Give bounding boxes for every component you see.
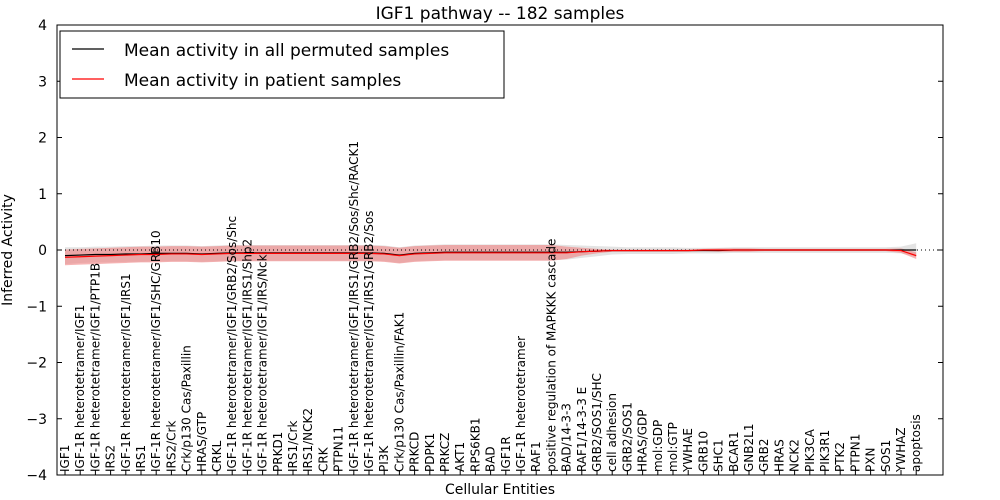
x-tick-label: HRAS/GDP xyxy=(636,409,650,472)
x-tick-label: IGF-1R heterotetramer/IGF1/IRS1/GRB2/Sos… xyxy=(347,141,361,472)
x-tick-label: HRAS xyxy=(772,439,786,472)
x-tick-label: PI3K xyxy=(377,445,391,472)
y-tick-label: 3 xyxy=(38,74,47,90)
x-tick-label: IGF-1R heterotetramer xyxy=(514,336,528,472)
x-tick-label: SHC1 xyxy=(712,439,726,472)
x-tick-label: RAF1 xyxy=(529,441,543,472)
x-tick-label: GRB10 xyxy=(696,431,710,472)
x-tick-label: cell adhesion xyxy=(605,393,619,472)
legend-label: Mean activity in patient samples xyxy=(124,71,401,91)
x-tick-label: IGF-1R heterotetramer/IGF1/GRB2/Sos/Shc xyxy=(225,216,239,472)
x-tick-label: HRAS/GTP xyxy=(195,412,209,472)
x-tick-label: SOS1 xyxy=(879,440,893,472)
x-tick-label: IRS2 xyxy=(104,445,118,472)
series-lines xyxy=(64,249,917,258)
x-tick-label: GRB2/SOS1/SHC xyxy=(590,373,604,472)
x-tick-label: Crk/p130 Cas/Paxillin xyxy=(180,345,194,472)
x-tick-label: IGF-1R heterotetramer/IGF1/SHC/GRB10 xyxy=(149,230,163,472)
x-axis-label: Cellular Entities xyxy=(445,482,555,498)
x-tick-label: IGF-1R heterotetramer/IGF1/IRS1/Shp2 xyxy=(240,239,254,472)
x-tick-label: PXN xyxy=(864,448,878,472)
x-tick-label: BAD/14-3-3 xyxy=(560,403,574,472)
x-tick-label: IGF1 xyxy=(58,445,72,472)
x-axis: IGF1 IGF-1R heterotetramer/IGF1 IGF-1R het… xyxy=(58,141,923,475)
x-tick-label: PTPN1 xyxy=(848,434,862,472)
x-tick-label: BCAR1 xyxy=(727,431,741,472)
x-tick-label: RPS6KB1 xyxy=(468,417,482,472)
y-tick-label: −2 xyxy=(26,356,47,372)
x-tick-label: PRKD1 xyxy=(271,432,285,472)
x-tick-label: PDPK1 xyxy=(423,433,437,472)
x-tick-label: PIK3CA xyxy=(803,428,817,472)
x-tick-label: mol:GTP xyxy=(666,422,680,472)
x-tick-label: PTPN11 xyxy=(332,426,346,472)
x-tick-label: NCK2 xyxy=(788,439,802,472)
y-tick-label: −3 xyxy=(26,412,47,428)
legend-box xyxy=(59,30,505,99)
x-tick-label: GRB2 xyxy=(757,438,771,472)
x-tick-label: mol:GDP xyxy=(651,420,665,472)
x-tick-label: IGF-1R heterotetramer/IGF1/IRS/Nck xyxy=(256,254,270,472)
legend-label: Mean activity in all permuted samples xyxy=(124,41,449,61)
x-tick-label: CRKL xyxy=(210,440,224,472)
x-tick-label: RAF1/14-3-3 E xyxy=(575,387,589,472)
x-tick-label: PIK3R1 xyxy=(818,430,832,472)
y-tick-label: −1 xyxy=(26,299,47,315)
x-tick-label: IGF-1R heterotetramer/IGF1 xyxy=(73,305,87,472)
x-tick-label: positive regulation of MAPKKK cascade xyxy=(544,239,558,472)
series-line-patient xyxy=(64,249,917,258)
x-tick-label: IRS1/NCK2 xyxy=(301,408,315,472)
x-tick-label: Crk/p130 Cas/Paxillin/FAK1 xyxy=(392,312,406,472)
x-tick-label: PTK2 xyxy=(833,442,847,472)
x-tick-label: IGF-1R heterotetramer/IGF1/IRS1/GRB2/Sos xyxy=(362,211,376,472)
x-tick-label: PRKCZ xyxy=(438,433,452,472)
x-tick-label: GRB2/SOS1 xyxy=(620,402,634,472)
x-tick-label: IGF-1R heterotetramer/IGF1/IRS1 xyxy=(119,273,133,472)
y-tick-label: 4 xyxy=(38,18,47,34)
y-axis-label: Inferred Activity xyxy=(0,194,16,306)
x-tick-label: CRK xyxy=(316,446,330,472)
x-tick-label: YWHAZ xyxy=(894,427,908,473)
y-tick-label: 1 xyxy=(38,187,47,203)
x-tick-label: IRS2/Crk xyxy=(164,421,178,472)
y-tick-label: −4 xyxy=(26,468,47,484)
x-tick-label: IRS1/Crk xyxy=(286,421,300,472)
x-tick-label: BAD xyxy=(484,446,498,472)
y-tick-label: 0 xyxy=(38,243,47,259)
chart-title: IGF1 pathway -- 182 samples xyxy=(376,4,625,24)
x-tick-label: GNB2L1 xyxy=(742,424,756,472)
x-tick-label: PRKCD xyxy=(408,432,422,472)
x-tick-label: IGF1R xyxy=(499,436,513,472)
x-tick-label: apoptosis xyxy=(909,414,923,472)
y-tick-label: 2 xyxy=(38,131,47,147)
x-tick-label: IGF-1R heterotetramer/IGF1/PTP1B xyxy=(88,263,102,472)
x-tick-label: YWHAE xyxy=(681,428,695,473)
legend: Mean activity in all permuted samples Mea… xyxy=(59,30,505,99)
x-tick-label: AKT1 xyxy=(453,442,467,472)
y-axis: 4 3 2 1 0 −1 −2 −3 −4 xyxy=(26,18,943,484)
x-tick-label: IRS1 xyxy=(134,445,148,472)
